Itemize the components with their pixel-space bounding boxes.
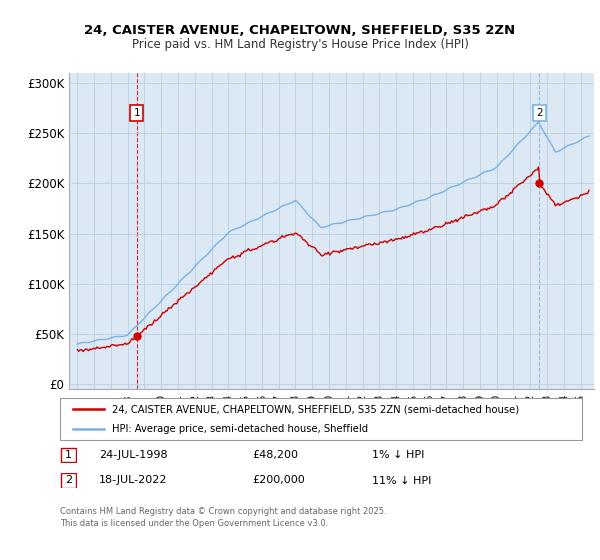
Text: 24-JUL-1998: 24-JUL-1998 (99, 450, 167, 460)
Text: 1: 1 (65, 450, 72, 460)
Text: 24, CAISTER AVENUE, CHAPELTOWN, SHEFFIELD, S35 2ZN (semi-detached house): 24, CAISTER AVENUE, CHAPELTOWN, SHEFFIEL… (112, 404, 520, 414)
FancyBboxPatch shape (61, 473, 76, 488)
Text: 18-JUL-2022: 18-JUL-2022 (99, 475, 167, 486)
Text: 11% ↓ HPI: 11% ↓ HPI (372, 475, 431, 486)
Text: Price paid vs. HM Land Registry's House Price Index (HPI): Price paid vs. HM Land Registry's House … (131, 38, 469, 52)
Text: 2: 2 (65, 475, 72, 486)
Text: HPI: Average price, semi-detached house, Sheffield: HPI: Average price, semi-detached house,… (112, 424, 368, 434)
Text: 2: 2 (536, 108, 542, 118)
FancyBboxPatch shape (61, 448, 76, 463)
FancyBboxPatch shape (60, 398, 582, 440)
Text: 1: 1 (134, 108, 140, 118)
Text: 24, CAISTER AVENUE, CHAPELTOWN, SHEFFIELD, S35 2ZN: 24, CAISTER AVENUE, CHAPELTOWN, SHEFFIEL… (85, 24, 515, 38)
Text: £48,200: £48,200 (252, 450, 298, 460)
Text: Contains HM Land Registry data © Crown copyright and database right 2025.
This d: Contains HM Land Registry data © Crown c… (60, 507, 386, 528)
Text: £200,000: £200,000 (252, 475, 305, 486)
Text: 1% ↓ HPI: 1% ↓ HPI (372, 450, 424, 460)
